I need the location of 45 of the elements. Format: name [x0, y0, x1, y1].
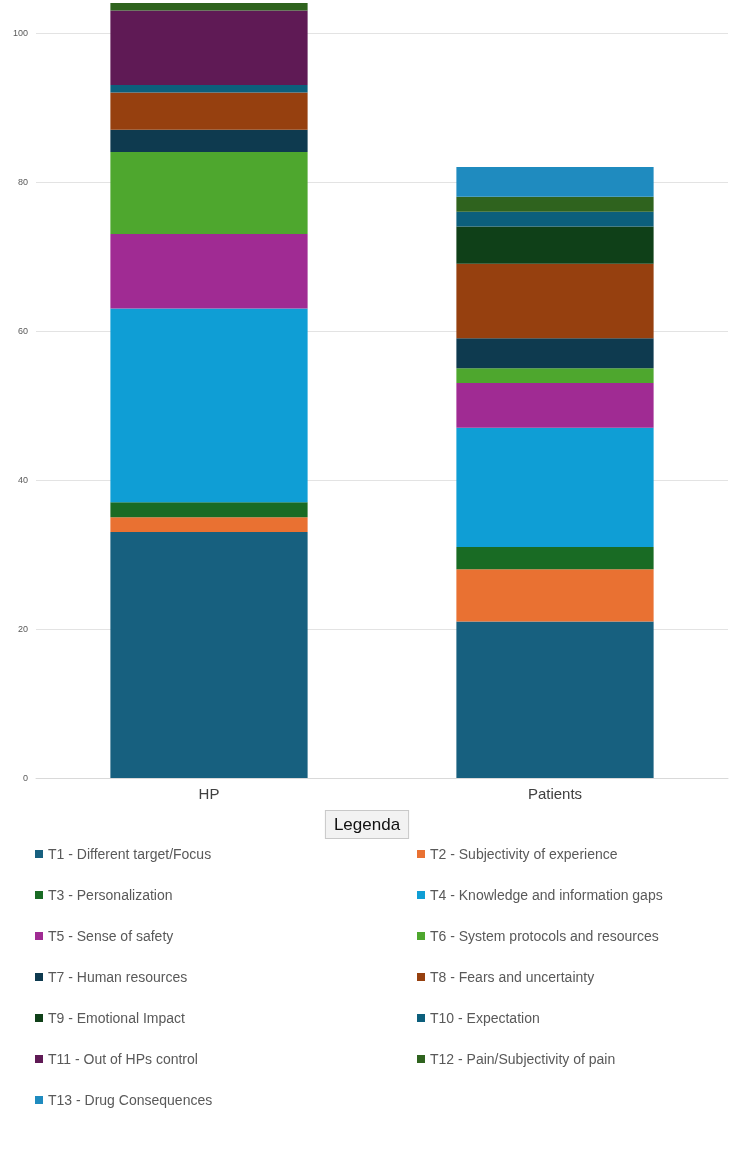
- bar: [456, 427, 654, 547]
- bar: [456, 166, 654, 197]
- legend-label: T12 - Pain/Subjectivity of pain: [430, 1051, 616, 1067]
- bar: [110, 308, 308, 503]
- bar: [456, 569, 654, 622]
- bar: [110, 502, 308, 518]
- bar: [456, 383, 654, 428]
- bar: [456, 338, 654, 369]
- bar: [456, 621, 654, 778]
- legend-label: T9 - Emotional Impact: [48, 1010, 186, 1026]
- bar: [456, 263, 654, 339]
- bar: [110, 3, 308, 11]
- y-tick-label: 60: [17, 325, 28, 336]
- legend-label: T5 - Sense of safety: [48, 928, 174, 944]
- legend-label: T3 - Personalization: [48, 887, 173, 903]
- y-tick-label: 0: [22, 773, 28, 783]
- bar: [456, 226, 654, 264]
- legend-label: T6 - System protocols and resources: [430, 928, 659, 944]
- y-tick-label: 20: [17, 623, 28, 634]
- legend-label: T2 - Subjectivity of experience: [430, 846, 618, 862]
- y-tick-label: 100: [12, 27, 28, 38]
- legend-title: Legenda: [333, 815, 401, 834]
- legend-label: T1 - Different target/Focus: [48, 846, 212, 862]
- bar: [456, 211, 654, 227]
- y-tick-label: 40: [17, 474, 28, 485]
- x-tick-label: Patients: [527, 785, 583, 802]
- bar: [110, 152, 308, 235]
- legend-label: T7 - Human resources: [48, 969, 188, 985]
- bar: [110, 129, 308, 153]
- legend-label: T11 - Out of HPs control: [48, 1051, 198, 1067]
- bar: [110, 92, 308, 130]
- bar: [110, 532, 308, 778]
- bar: [110, 10, 308, 85]
- bar: [110, 84, 308, 93]
- bar: [110, 517, 308, 533]
- y-tick-label: 80: [17, 176, 28, 187]
- x-tick-label: HP: [198, 785, 220, 802]
- bar: [456, 196, 654, 212]
- bar: [110, 234, 308, 309]
- legend-label: T8 - Fears and uncertainty: [430, 969, 595, 985]
- legend-label: T4 - Knowledge and information gaps: [430, 887, 663, 903]
- bar: [456, 368, 654, 384]
- legend-label: T13 - Drug Consequences: [48, 1092, 213, 1108]
- bar: [456, 546, 654, 570]
- legend-label: T10 - Expectation: [430, 1010, 540, 1026]
